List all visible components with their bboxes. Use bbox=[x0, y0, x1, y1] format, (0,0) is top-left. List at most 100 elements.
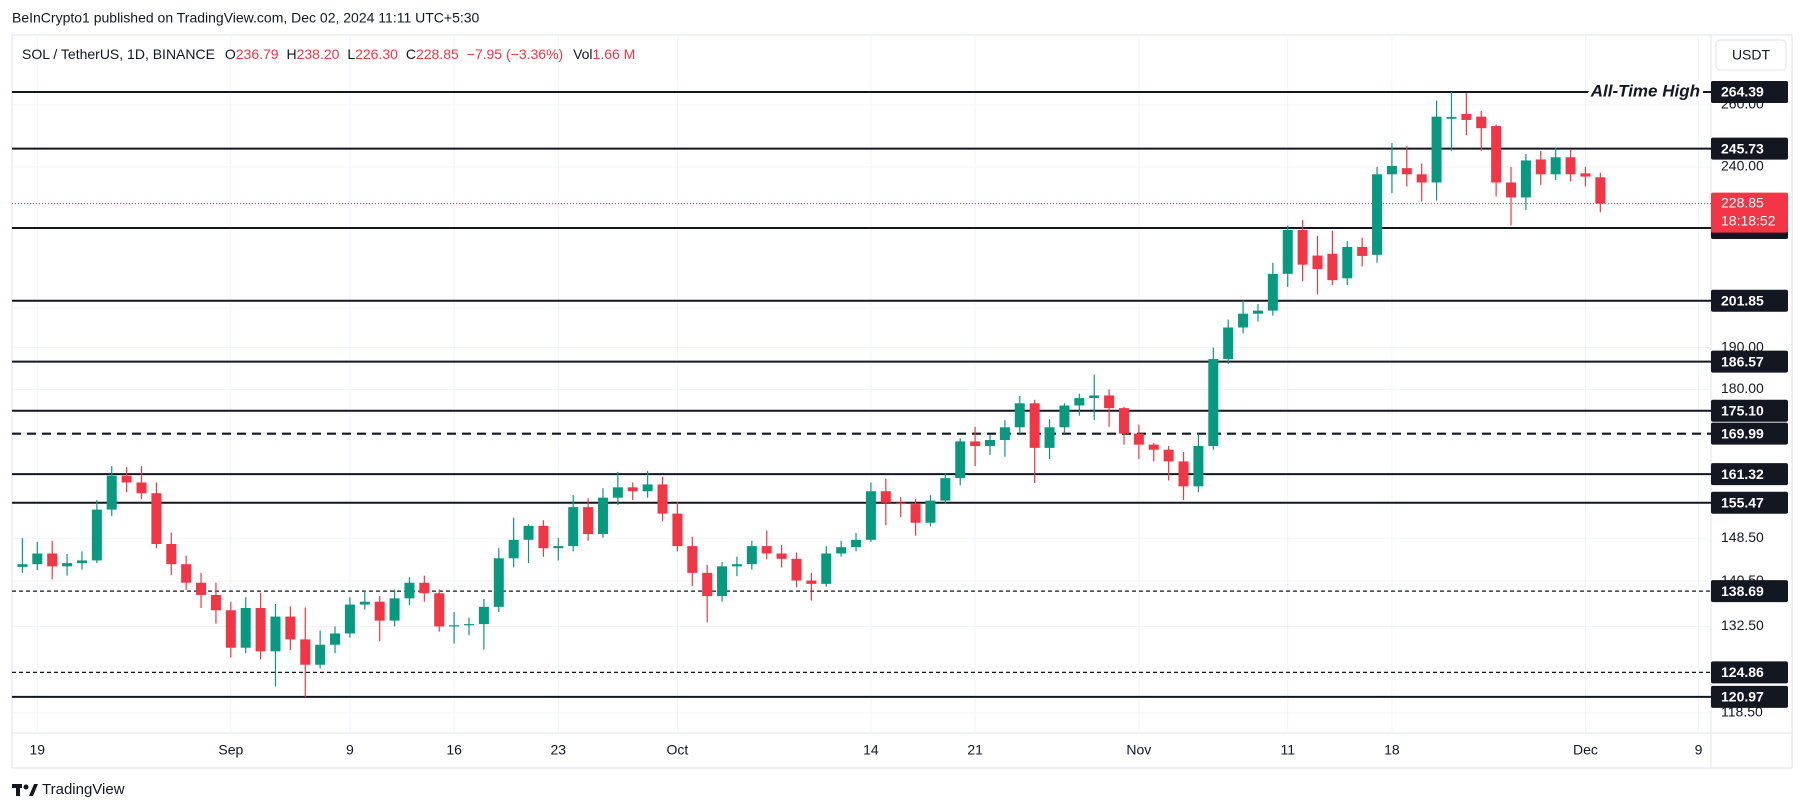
candle-body bbox=[270, 616, 281, 652]
candle-body bbox=[597, 497, 608, 535]
level-label-box bbox=[1711, 80, 1788, 103]
level-label-box bbox=[1711, 289, 1788, 312]
close-value: 228.85 bbox=[416, 46, 459, 62]
candle-body bbox=[1565, 157, 1576, 175]
candle-body bbox=[17, 564, 28, 567]
candle-body bbox=[166, 543, 177, 565]
candle-body bbox=[627, 487, 638, 492]
footer-brand: TradingView bbox=[42, 781, 125, 798]
chart-frame bbox=[11, 34, 1793, 769]
x-tick-label: Oct bbox=[667, 742, 689, 758]
candle-body bbox=[463, 624, 474, 626]
candle-body bbox=[330, 633, 341, 645]
candle-body bbox=[1118, 408, 1129, 434]
candle-body bbox=[106, 475, 117, 510]
candle-body bbox=[76, 560, 87, 564]
level-label: 120.97 bbox=[1721, 689, 1764, 705]
labels: 19 Sep 9 16 23 Oct 14 21 Nov 11 18 Dec 9 264.39 245.73… bbox=[30, 77, 1788, 758]
candle-body bbox=[1461, 113, 1472, 120]
candle-body bbox=[1357, 246, 1368, 256]
symbol: SOL / TetherUS, 1D, BINANCE bbox=[22, 46, 215, 62]
candle-body bbox=[210, 594, 221, 611]
x-tick-label: Sep bbox=[218, 742, 243, 758]
candle-body bbox=[940, 478, 951, 501]
level-label: 201.85 bbox=[1721, 292, 1764, 308]
candle-body bbox=[553, 546, 564, 549]
candle-body bbox=[1148, 444, 1159, 450]
candle-body bbox=[91, 509, 102, 561]
candle-body bbox=[181, 564, 192, 583]
footer-logo bbox=[12, 784, 38, 796]
candle-body bbox=[955, 441, 966, 479]
candle-body bbox=[285, 616, 296, 640]
currency-button[interactable] bbox=[1715, 39, 1787, 71]
candle-body bbox=[121, 475, 132, 483]
candle-body bbox=[1267, 273, 1278, 311]
candle-body bbox=[1223, 327, 1234, 360]
candle-body bbox=[47, 553, 58, 567]
last-price-box bbox=[1711, 192, 1788, 233]
x-tick-label: Dec bbox=[1573, 742, 1598, 758]
open-value: 236.79 bbox=[236, 46, 279, 62]
x-tick-label: 9 bbox=[1695, 742, 1703, 758]
candle-body bbox=[225, 610, 236, 648]
candle-body bbox=[1059, 405, 1070, 428]
candle-body bbox=[478, 606, 489, 625]
x-tick-label: Nov bbox=[1126, 742, 1151, 758]
candle-body bbox=[1104, 395, 1115, 409]
countdown: 18:18:52 bbox=[1721, 212, 1776, 228]
candle-body bbox=[1476, 116, 1487, 129]
candle-body bbox=[970, 441, 981, 447]
candle-body bbox=[508, 539, 519, 559]
candle-body bbox=[523, 525, 534, 540]
candle-body bbox=[315, 644, 326, 665]
candle-body bbox=[836, 547, 847, 554]
candle-body bbox=[389, 598, 400, 621]
low-value: 226.30 bbox=[355, 46, 398, 62]
candle-body bbox=[1595, 177, 1606, 204]
candle-body bbox=[1506, 182, 1517, 198]
candle-body bbox=[791, 558, 802, 581]
currency[interactable]: USDT bbox=[1732, 47, 1771, 63]
annotation: All-Time High bbox=[1590, 81, 1700, 100]
candle-body bbox=[151, 493, 162, 544]
candle-body bbox=[1535, 159, 1546, 175]
candle-body bbox=[583, 507, 594, 535]
candle-body bbox=[657, 484, 668, 514]
level-label: 124.86 bbox=[1721, 664, 1764, 680]
level-label: 138.69 bbox=[1721, 583, 1764, 599]
candle-body bbox=[1386, 165, 1397, 175]
candle-body bbox=[985, 440, 996, 447]
x-tick-label: 14 bbox=[863, 742, 879, 758]
candle-body bbox=[374, 601, 385, 621]
candle-body bbox=[880, 491, 891, 503]
y-tick-label: 190.00 bbox=[1721, 338, 1764, 354]
candle-body bbox=[32, 553, 43, 565]
level-label-box bbox=[1711, 463, 1788, 486]
candle-body bbox=[1044, 427, 1055, 448]
y-tick-label: 240.00 bbox=[1721, 158, 1764, 174]
level-label-box bbox=[1711, 422, 1788, 445]
candle-body bbox=[1208, 359, 1219, 447]
candle-body bbox=[1178, 461, 1189, 487]
x-tick-label: 19 bbox=[30, 742, 46, 758]
candle-body bbox=[672, 513, 683, 547]
candle-body bbox=[1401, 168, 1412, 175]
x-tick-label: 18 bbox=[1384, 742, 1400, 758]
candle-body bbox=[746, 546, 757, 565]
candle-body bbox=[1282, 229, 1293, 274]
candle-body bbox=[538, 525, 549, 549]
candle-body bbox=[1193, 446, 1204, 487]
candle-body bbox=[1074, 398, 1085, 406]
level-label: 155.47 bbox=[1721, 494, 1764, 510]
level-label: 264.39 bbox=[1721, 84, 1764, 100]
level-label-box bbox=[1711, 399, 1788, 422]
candle-body bbox=[1238, 313, 1249, 328]
logo-dot bbox=[23, 784, 29, 790]
candle-body bbox=[1014, 403, 1025, 428]
level-label-box bbox=[1711, 137, 1788, 160]
candle-body bbox=[1431, 116, 1442, 183]
high-label: H bbox=[286, 46, 296, 62]
level-label: 161.32 bbox=[1721, 466, 1764, 482]
